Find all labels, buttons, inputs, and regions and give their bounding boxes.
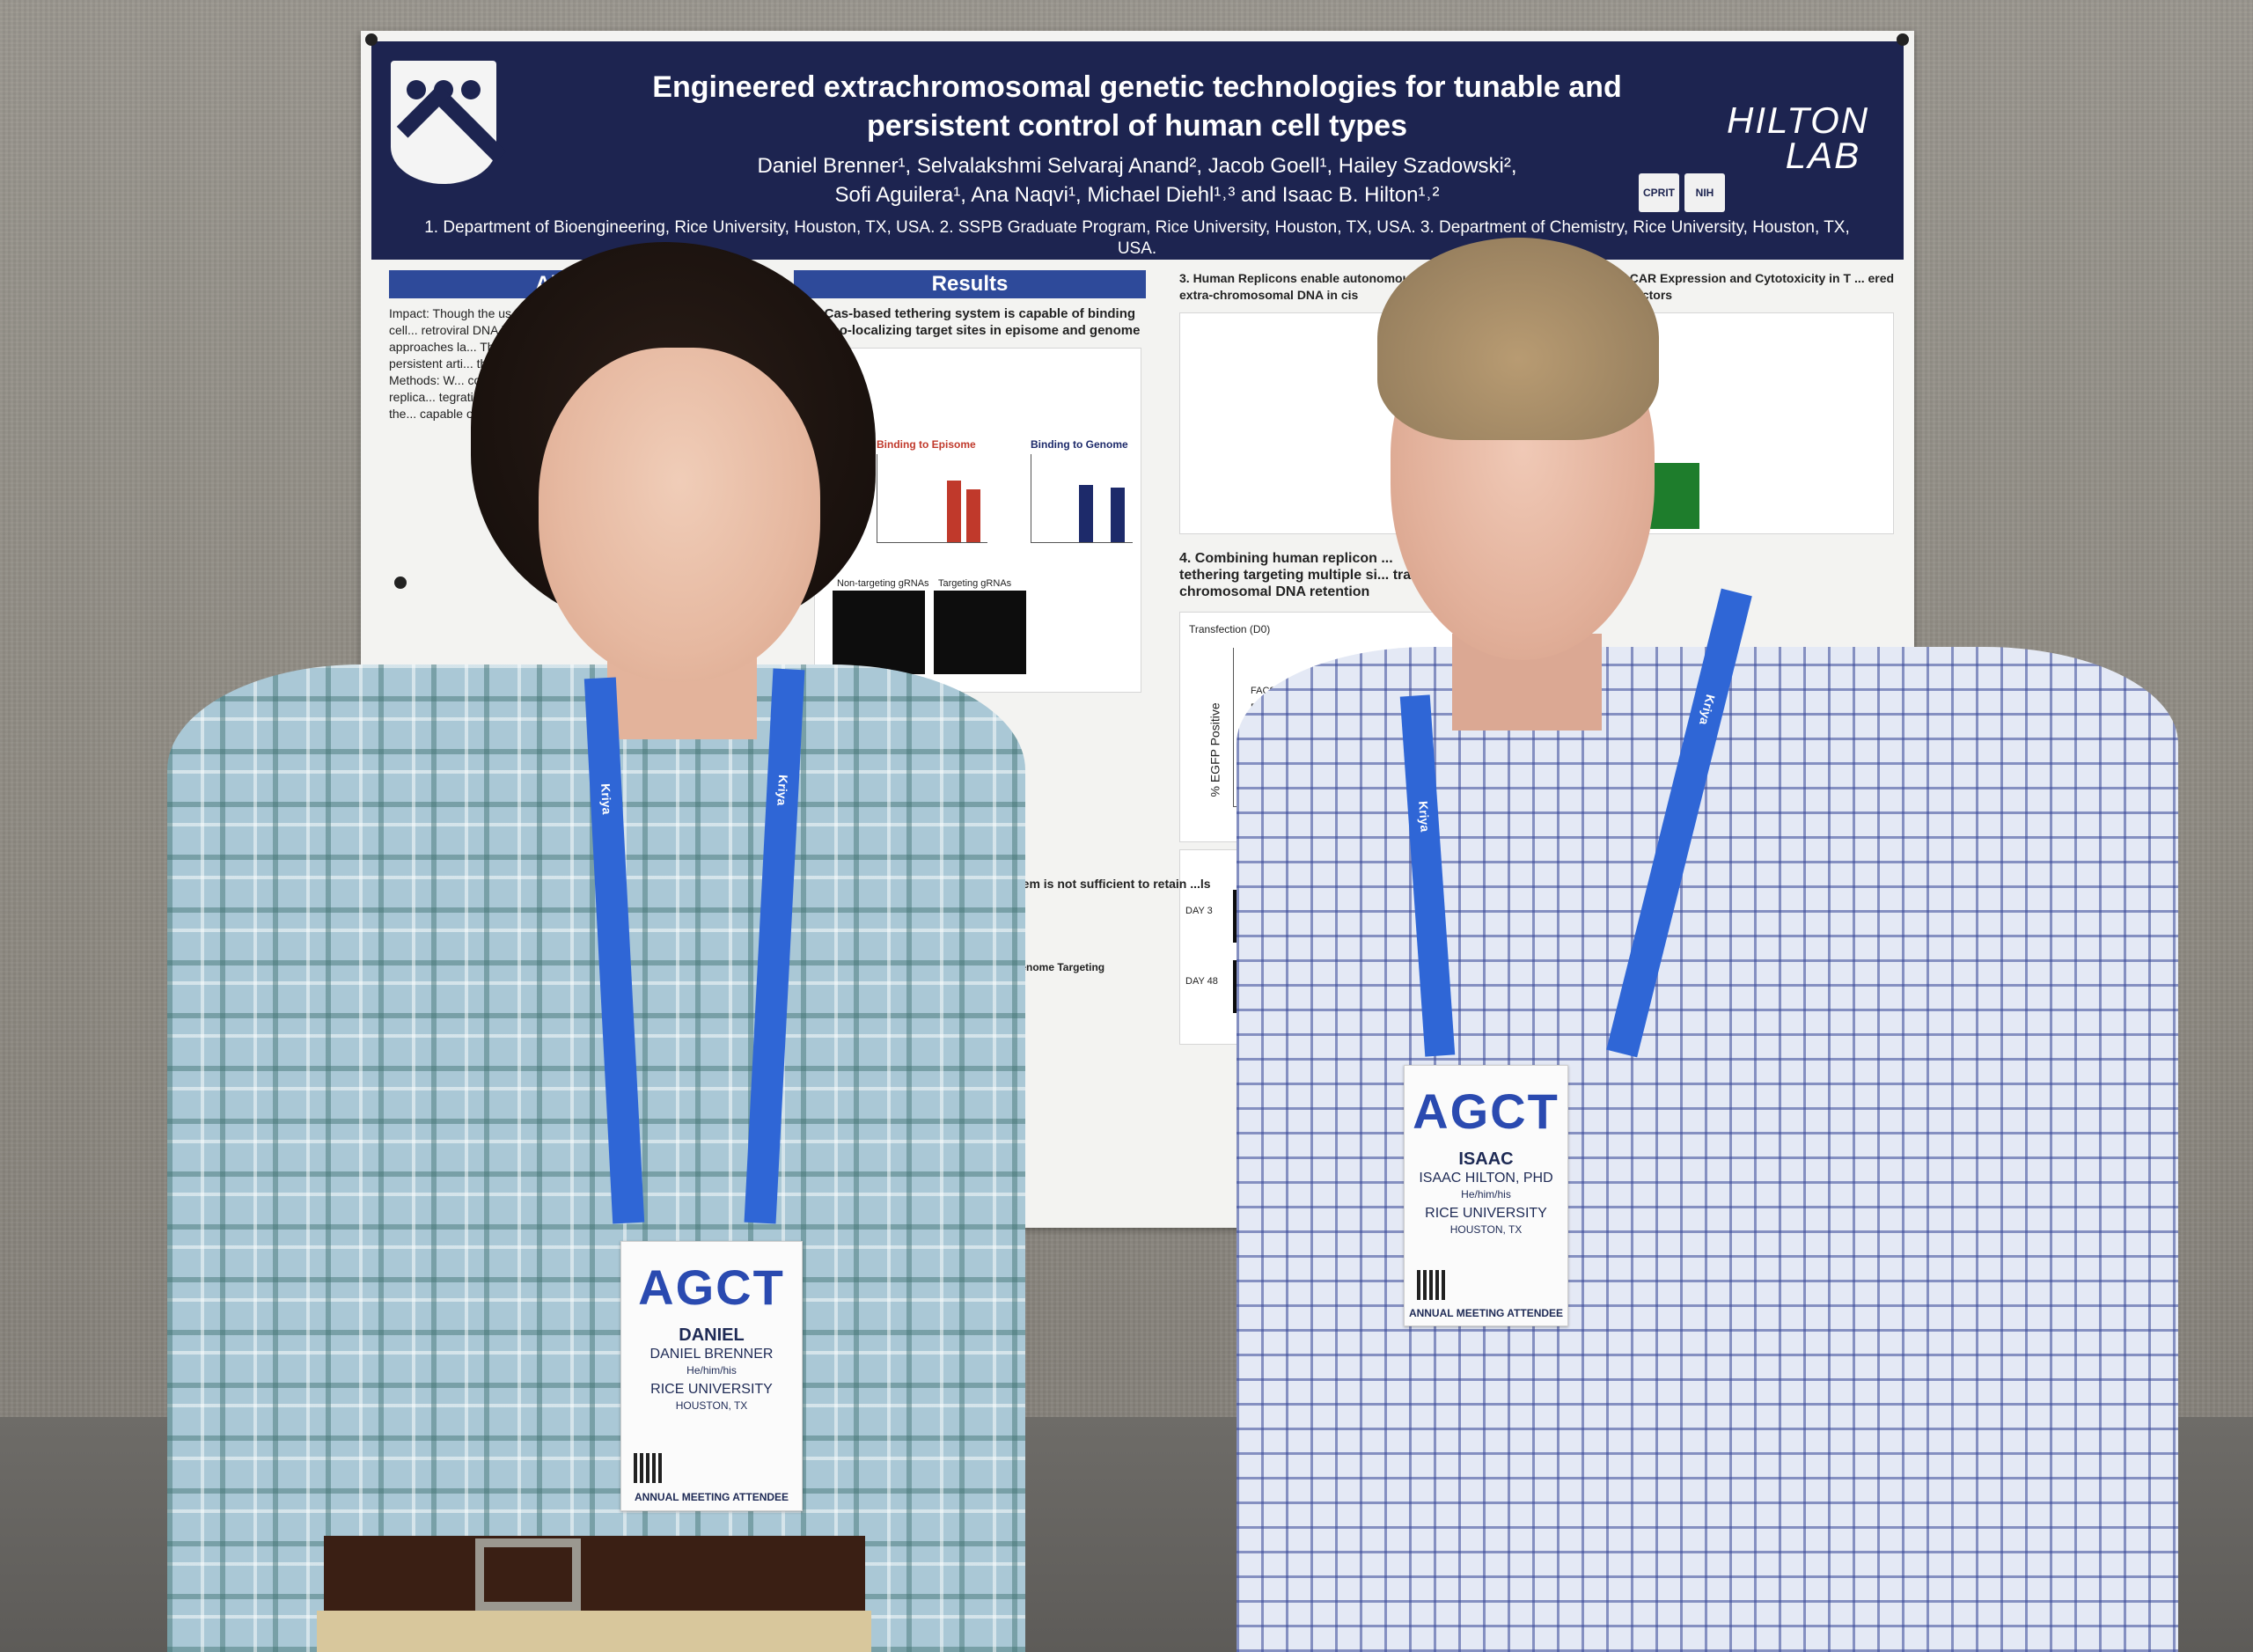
badge-city: HOUSTON, TX — [675, 1399, 748, 1412]
lanyard-text: Kriya — [1697, 693, 1719, 727]
badge-footer: ANNUAL MEETING ATTENDEE — [634, 1491, 789, 1503]
binding-genome-label: Binding to Genome — [1031, 438, 1128, 451]
owl-icon — [434, 80, 453, 99]
microscopy-image — [833, 591, 925, 674]
badge-first-name: DANIEL — [679, 1325, 745, 1345]
pants — [317, 1611, 871, 1652]
lab-logo-line-2: LAB — [1785, 135, 1861, 176]
results-heading: Results — [794, 270, 1146, 298]
episome-bar — [947, 481, 961, 542]
lab-logo-line-1: HILTON — [1727, 99, 1870, 141]
section-4-heading: 4. Combining human replicon ... tetherin… — [1179, 551, 1416, 599]
pushpin — [394, 576, 407, 589]
pushpin — [1897, 33, 1909, 46]
badge-institution: RICE UNIVERSITY — [650, 1382, 773, 1397]
day48-label: DAY 48 — [1185, 976, 1218, 987]
agct-logo: AGCT — [1413, 1083, 1559, 1139]
badge-institution: RICE UNIVERSITY — [1425, 1206, 1547, 1221]
day3-label: DAY 3 — [1185, 906, 1213, 916]
belt — [324, 1536, 865, 1615]
badge-full-name: DANIEL BRENNER — [649, 1347, 774, 1362]
binding-episome-label: Binding to Episome — [877, 438, 976, 451]
genome-bar — [1111, 488, 1125, 542]
badge-pronouns: He/him/his — [1461, 1188, 1511, 1200]
poster-authors: Daniel Brenner¹, Selvalakshmi Selvaraj A… — [591, 151, 1683, 209]
egfp-axis-label: % EGFP Positive — [1207, 702, 1222, 797]
nih-logo: NIH — [1684, 173, 1725, 212]
pushpin — [365, 33, 378, 46]
nontargeting-label: Non-targeting gRNAs — [837, 578, 929, 589]
poster-header: Engineered extrachromosomal genetic tech… — [371, 41, 1904, 260]
section-2-heading: ...em is not sufficient to retain ...ls — [1012, 877, 1211, 891]
qr-code-icon — [634, 1453, 664, 1483]
badge-footer: ANNUAL MEETING ATTENDEE — [1408, 1307, 1564, 1319]
owl-icon — [407, 80, 426, 99]
targeting-label: Targeting gRNAs — [938, 578, 1012, 589]
badge-pronouns: He/him/his — [686, 1364, 737, 1377]
name-badge-isaac: AGCT ISAAC ISAAC HILTON, PHD He/him/his … — [1404, 1065, 1568, 1326]
title-line-2: persistent control of human cell types — [866, 109, 1407, 143]
episome-bar-axes — [877, 454, 987, 543]
name-badge-daniel: AGCT DANIEL DANIEL BRENNER He/him/his RI… — [620, 1241, 803, 1511]
title-line-1: Engineered extrachromosomal genetic tech… — [652, 70, 1622, 104]
genome-targeting-label: Genome Targeting — [1012, 961, 1105, 973]
badge-city: HOUSTON, TX — [1449, 1223, 1523, 1236]
authors-line-2: Sofi Aguilera¹, Ana Naqvi¹, Michael Dieh… — [834, 183, 1440, 207]
microscopy-image — [934, 591, 1026, 674]
agct-logo: AGCT — [638, 1259, 785, 1315]
lanyard-text: Kriya — [1416, 800, 1433, 833]
transfection-label: Transfection (D0) — [1189, 623, 1271, 635]
lanyard-text: Kriya — [774, 774, 791, 806]
badge-full-name: ISAAC HILTON, PHD — [1419, 1171, 1553, 1186]
owl-icon — [461, 80, 481, 99]
chevron-icon — [396, 84, 507, 195]
genome-bar — [1079, 485, 1093, 542]
poster-affiliations: 1. Department of Bioengineering, Rice Un… — [424, 218, 1850, 258]
lanyard-text: Kriya — [598, 782, 614, 815]
checked-shirt — [1237, 647, 2178, 1652]
face — [539, 348, 820, 682]
hilton-lab-logo: HILTON LAB — [1727, 102, 1869, 176]
poster-title: Engineered extrachromosomal genetic tech… — [539, 68, 1736, 145]
genome-bar-axes — [1031, 454, 1133, 543]
results-subheading-1: 1. Cas-based tethering system is capable… — [804, 306, 1141, 338]
authors-line-1: Daniel Brenner¹, Selvalakshmi Selvaraj A… — [757, 154, 1517, 178]
episome-bar — [966, 489, 980, 542]
cprit-logo: CPRIT — [1639, 173, 1679, 212]
hair — [1377, 238, 1659, 440]
badge-first-name: ISAAC — [1458, 1149, 1514, 1169]
university-crest-icon — [391, 61, 507, 195]
belt-buckle — [475, 1538, 581, 1611]
qr-code-icon — [1417, 1270, 1447, 1300]
